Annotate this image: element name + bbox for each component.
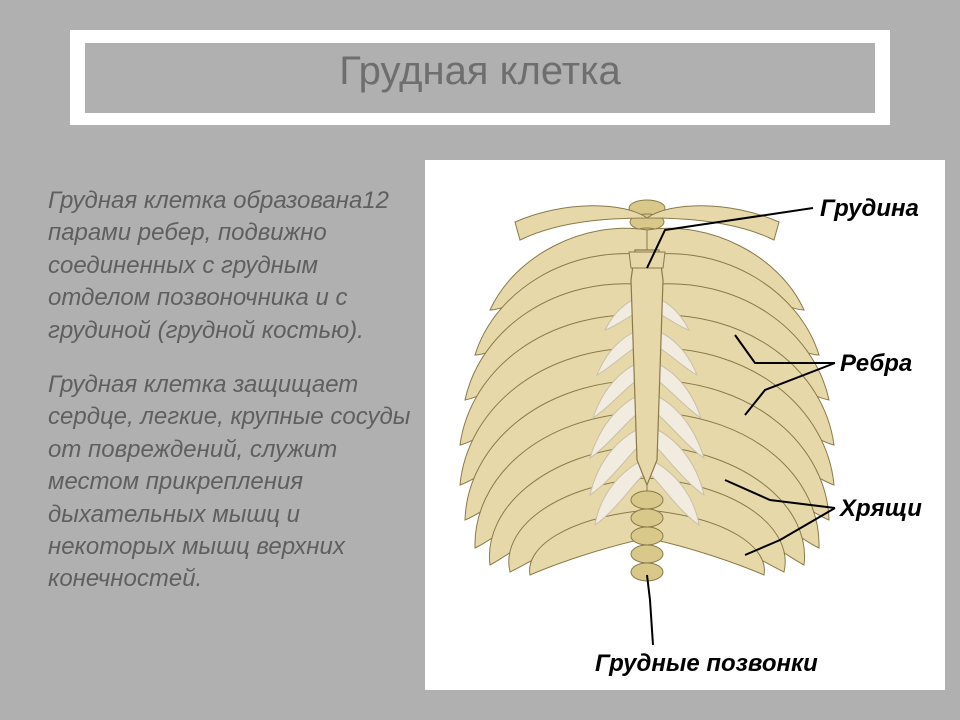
paragraph-2: Грудная клетка защищает сердце, легкие, … — [48, 369, 418, 596]
label-vertebrae: Грудные позвонки — [595, 650, 818, 678]
label-sternum: Грудина — [820, 195, 919, 223]
title-container: Грудная клетка — [70, 30, 890, 125]
body-text: Грудная клетка образована12 парами ребер… — [48, 185, 418, 618]
ribcage-diagram: Грудина Ребра Хрящи Грудные позвонки — [425, 160, 945, 690]
title-inner: Грудная клетка — [85, 43, 875, 113]
ribcage-svg — [425, 160, 945, 690]
label-ribs: Ребра — [840, 350, 912, 378]
slide: Грудная клетка Грудная клетка образована… — [10, 10, 950, 710]
paragraph-1: Грудная клетка образована12 парами ребер… — [48, 185, 418, 347]
slide-title: Грудная клетка — [339, 49, 620, 94]
label-cartilage: Хрящи — [840, 495, 922, 523]
